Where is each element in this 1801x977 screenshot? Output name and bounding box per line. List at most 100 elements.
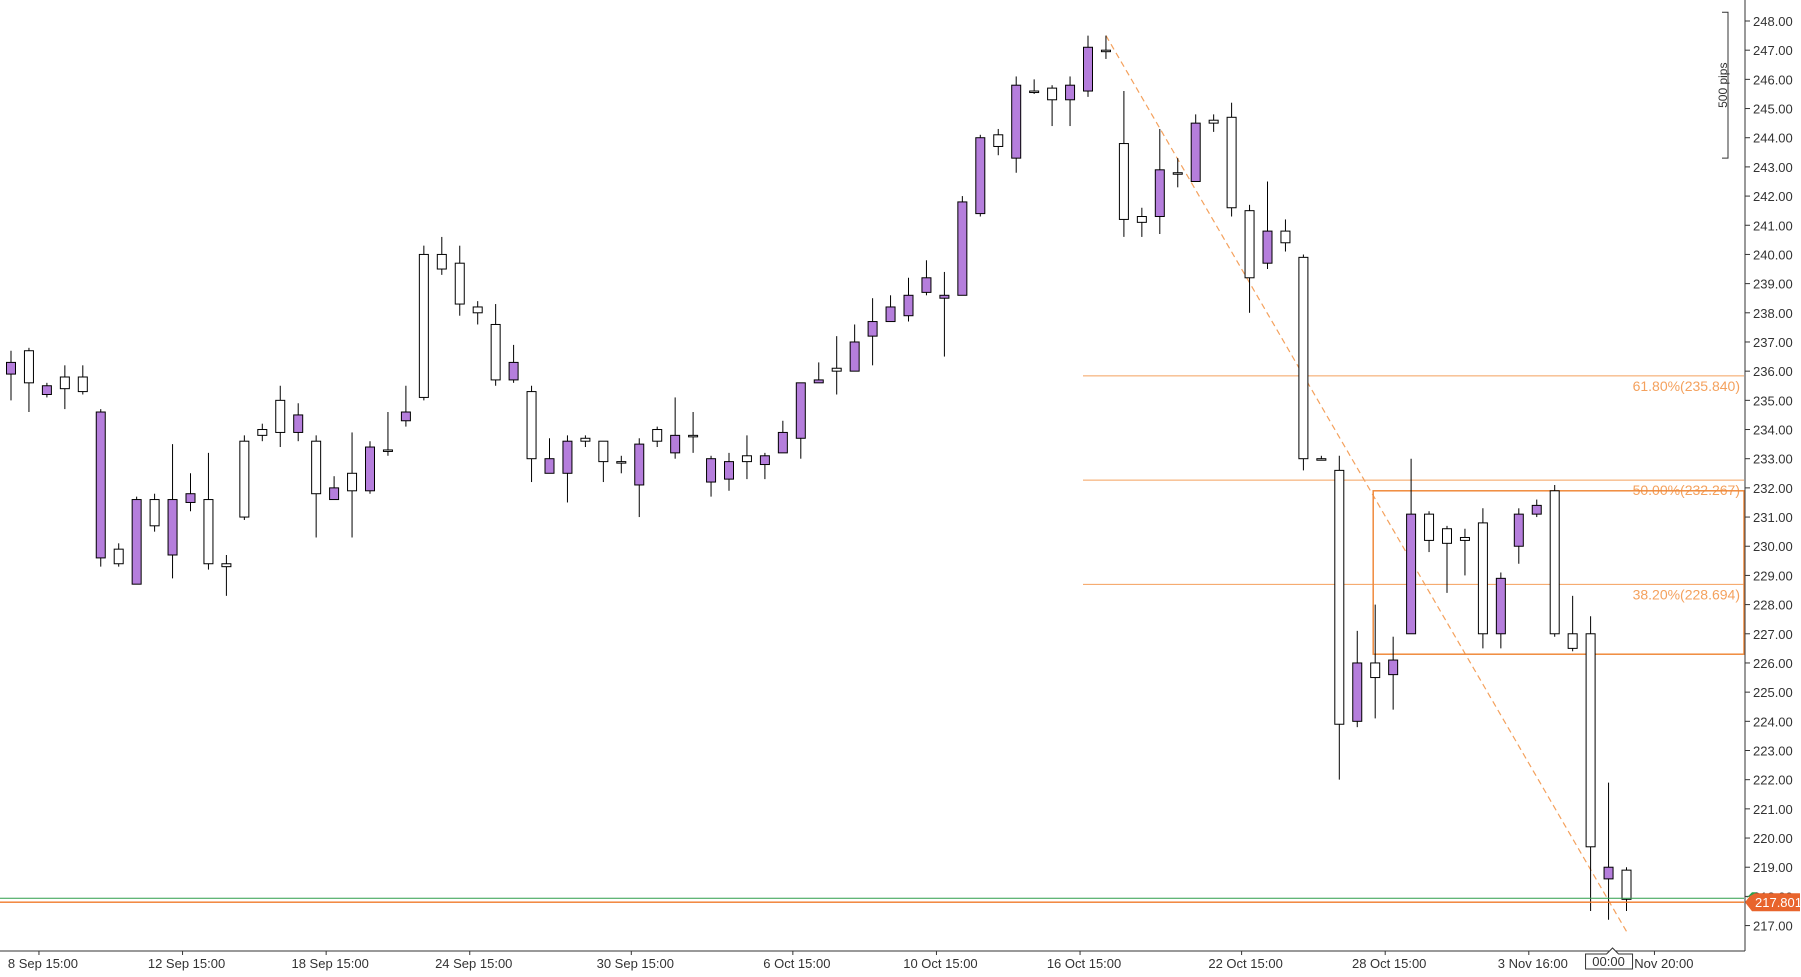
price-tick-label: 245.00: [1753, 102, 1793, 117]
candle: [921, 260, 932, 296]
candle: [454, 245, 465, 316]
time-tick-label: 7 Nov 20:00: [1623, 956, 1693, 971]
candle-body-bullish: [1316, 458, 1327, 461]
candle-body-bullish: [1459, 536, 1470, 541]
candle: [1621, 867, 1632, 911]
candle: [1495, 572, 1506, 649]
candle-body-bullish: [993, 134, 1004, 147]
price-tick-label: 234.00: [1753, 423, 1793, 438]
candle: [1406, 458, 1417, 635]
crosshair-time-box[interactable]: [1585, 947, 1634, 970]
crosshair-time-label: 00:00: [1592, 954, 1625, 969]
candle: [1603, 782, 1614, 920]
candle-body-bearish: [508, 361, 519, 381]
candle: [1244, 204, 1255, 313]
candle: [1442, 525, 1452, 593]
candle: [41, 382, 52, 398]
candle: [795, 382, 806, 459]
time-tick-label: 22 Oct 15:00: [1208, 956, 1282, 971]
price-tick-label: 240.00: [1753, 247, 1793, 262]
fibonacci-trendline[interactable]: [1105, 35, 1628, 932]
candle: [1083, 35, 1093, 97]
candle-body-bullish: [831, 367, 842, 372]
price-tick-label: 239.00: [1753, 277, 1793, 292]
candle-body-bullish: [1280, 230, 1291, 244]
candle-body-bearish: [706, 458, 717, 483]
candle-body-bearish: [293, 414, 304, 433]
candle-body-bullish: [257, 429, 268, 436]
candle-body-bullish: [77, 376, 88, 393]
candle-body-bearish: [975, 137, 986, 215]
candle: [544, 438, 555, 474]
price-tick-label: 225.00: [1753, 685, 1793, 700]
price-tick-label: 243.00: [1753, 160, 1793, 175]
candle: [777, 420, 788, 454]
candle-body-bullish: [1370, 662, 1381, 679]
candle-body-bullish: [1244, 210, 1255, 279]
candle: [149, 493, 160, 532]
candle-body-bearish: [1388, 659, 1399, 676]
price-tick-label: 236.00: [1753, 364, 1793, 379]
price-tick-label: 238.00: [1753, 306, 1793, 321]
candle-body-bullish: [203, 499, 214, 565]
candle-body-bearish: [759, 455, 770, 466]
candle: [1065, 76, 1076, 127]
candle: [741, 435, 752, 480]
candle: [1352, 630, 1363, 728]
candle: [1370, 604, 1381, 719]
candle: [867, 298, 878, 366]
time-tick-label: 18 Sep 15:00: [291, 956, 368, 971]
price-tick-label: 242.00: [1753, 189, 1793, 204]
candle: [77, 365, 88, 395]
price-tick-label: 233.00: [1753, 452, 1793, 467]
candle-body-bullish: [454, 262, 465, 305]
candle-body-bullish: [436, 253, 447, 270]
candle: [1154, 128, 1165, 235]
candle-body-bearish: [957, 201, 968, 296]
candle-body-bullish: [275, 399, 286, 433]
time-tick-label: 24 Sep 15:00: [435, 956, 512, 971]
candle-body-bearish: [939, 294, 950, 299]
candle-body-bullish: [113, 548, 124, 565]
candle: [670, 397, 681, 459]
time-tick-label: 16 Oct 15:00: [1047, 956, 1121, 971]
candle-body-bearish: [1513, 513, 1524, 547]
candle-body-bearish: [1352, 662, 1363, 722]
candle-body-bearish: [813, 379, 824, 384]
candle: [365, 441, 375, 494]
candle: [490, 304, 501, 386]
candle-body-bearish: [795, 382, 806, 439]
candle: [1477, 508, 1488, 649]
candle-body-bullish: [311, 440, 322, 495]
trendline-dashed[interactable]: [1105, 35, 1628, 932]
candle-body-bearish: [400, 411, 411, 422]
candle-body-bullish: [652, 429, 663, 442]
candle: [1208, 114, 1219, 132]
candle-body-bullish: [1298, 256, 1309, 460]
candle-body-bearish: [1190, 122, 1201, 182]
candle: [1567, 595, 1578, 652]
candle-body-bullish: [1549, 490, 1560, 635]
fibonacci-levels[interactable]: 61.80%(235.840)50.00%(232.267)38.20%(228…: [1083, 375, 1744, 603]
candle: [1100, 35, 1111, 59]
candle-body-bearish: [1262, 230, 1273, 264]
candle-body-bullish: [526, 391, 537, 460]
candle: [975, 134, 986, 217]
candle-body-bearish: [670, 434, 681, 454]
candle-body-bearish: [1083, 46, 1093, 92]
price-tick-label: 237.00: [1753, 335, 1793, 350]
price-axis[interactable]: 248.00 247.00 246.00 245.00 244.00 243.00 242.…: [1716, 0, 1801, 951]
time-axis[interactable]: 8 Sep 15:00 12 Sep 15:00 18 Sep 15:00 24 Se…: [0, 947, 1745, 971]
candle-body-bullish: [616, 461, 627, 464]
candle: [903, 277, 914, 322]
candle: [1549, 484, 1560, 637]
candle: [400, 385, 411, 427]
candle: [436, 236, 447, 275]
candle-body-bearish: [1406, 513, 1417, 635]
candle-body-bullish: [1047, 87, 1058, 101]
candle-body-bullish: [1100, 49, 1111, 53]
candle-body-bullish: [1334, 469, 1345, 725]
price-tick-label: 230.00: [1753, 539, 1793, 554]
